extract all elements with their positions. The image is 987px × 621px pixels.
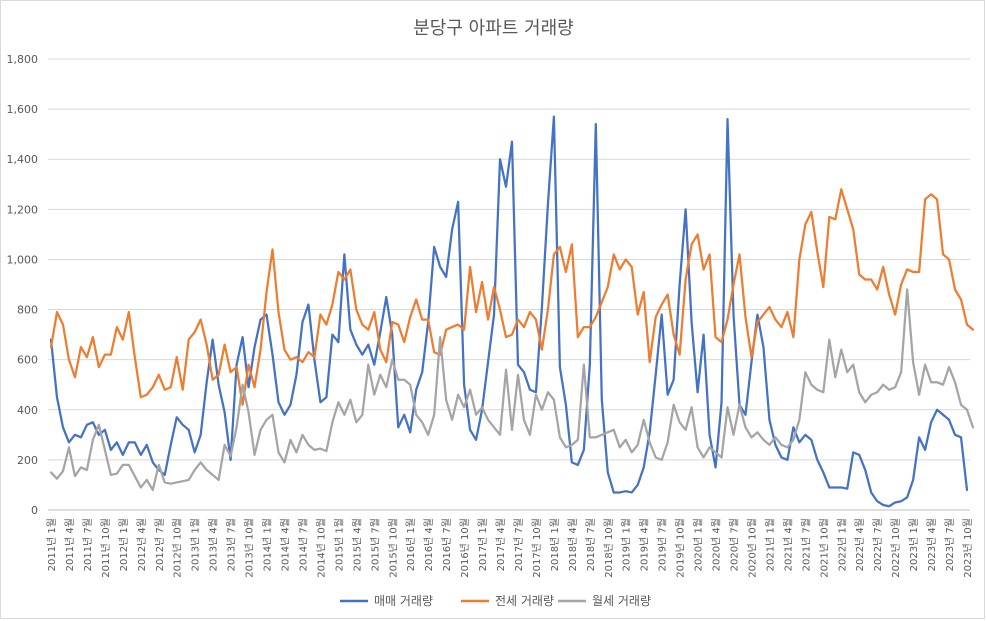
- y-tick-label: 0: [31, 504, 38, 517]
- legend-label: 전세 거래량: [495, 594, 554, 608]
- y-tick-label: 1,400: [7, 153, 39, 166]
- x-tick-label: 2011년 4월: [64, 518, 76, 571]
- series-line-3: [49, 288, 975, 492]
- x-tick-label: 2019년 4월: [639, 518, 651, 571]
- y-tick-label: 1,800: [7, 53, 39, 66]
- y-tick-label: 1,600: [7, 103, 39, 116]
- x-tick-label: 2012년 7월: [154, 518, 166, 571]
- x-tick-label: 2013년 1월: [190, 518, 202, 571]
- x-tick-label: 2013년 4월: [208, 518, 220, 571]
- y-tick-label: 200: [17, 454, 38, 467]
- x-tick-label: 2022년 10월: [890, 518, 902, 578]
- x-tick-label: 2015년 7월: [369, 518, 381, 571]
- x-tick-label: 2017년 7월: [513, 518, 525, 571]
- x-tick-label: 2017년 1월: [477, 518, 489, 571]
- x-tick-label: 2023년 10월: [962, 518, 974, 578]
- x-tick-label: 2023년 1월: [908, 518, 920, 571]
- x-tick-label: 2021년 4월: [782, 518, 794, 571]
- y-tick-label: 1,200: [7, 203, 39, 216]
- x-tick-label: 2019년 10월: [675, 518, 687, 578]
- x-tick-label: 2011년 1월: [46, 518, 58, 571]
- x-tick-label: 2022년 1월: [836, 518, 848, 571]
- x-tick-label: 2014년 7월: [297, 518, 309, 571]
- x-tick-label: 2022년 4월: [854, 518, 866, 571]
- x-tick-label: 2013년 7월: [226, 518, 238, 571]
- x-tick-label: 2016년 7월: [441, 518, 453, 571]
- x-tick-label: 2017년 10월: [531, 518, 543, 578]
- x-tick-label: 2015년 10월: [387, 518, 399, 578]
- x-tick-label: 2018년 1월: [549, 518, 561, 571]
- x-tick-label: 2018년 10월: [603, 518, 615, 578]
- x-tick-label: 2016년 10월: [459, 518, 471, 578]
- y-axis-ticks: 0 200 400 600 800 1,000 1,200 1,400 1,600 1,800: [7, 53, 39, 517]
- x-tick-label: 2021년 7월: [800, 518, 812, 571]
- x-tick-label: 2018년 4월: [567, 518, 579, 571]
- x-tick-label: 2019년 1월: [621, 518, 633, 571]
- legend-label: 월세 거래량: [592, 594, 651, 608]
- x-tick-label: 2020년 4월: [711, 518, 723, 571]
- x-tick-label: 2022년 7월: [872, 518, 884, 571]
- series-line-1: [49, 115, 969, 508]
- x-tick-label: 2020년 1월: [693, 518, 705, 571]
- x-tick-label: 2011년 7월: [82, 518, 94, 571]
- x-axis-ticks: 2011년 1월 2011년 4월 2011년 7월 2011년 10월 2012년 1…: [46, 518, 974, 578]
- x-tick-label: 2015년 4월: [351, 518, 363, 571]
- series-lines: [49, 115, 975, 508]
- y-tick-label: 600: [17, 354, 38, 367]
- legend: 매매 거래량 전세 거래량 월세 거래량: [340, 594, 651, 608]
- x-tick-label: 2014년 4월: [279, 518, 291, 571]
- x-tick-label: 2013년 10월: [244, 518, 256, 578]
- gridlines: [48, 58, 970, 511]
- series-line-2: [49, 188, 975, 406]
- x-tick-label: 2018년 7월: [585, 518, 597, 571]
- y-tick-label: 800: [17, 304, 38, 317]
- x-tick-label: 2020년 7월: [729, 518, 741, 571]
- y-tick-label: 1,000: [7, 253, 39, 266]
- x-tick-label: 2011년 10월: [100, 518, 112, 578]
- x-tick-label: 2019년 7월: [657, 518, 669, 571]
- x-tick-label: 2015년 1월: [333, 518, 345, 571]
- x-tick-label: 2023년 4월: [926, 518, 938, 571]
- legend-label: 매매 거래량: [374, 594, 433, 608]
- x-tick-label: 2016년 1월: [405, 518, 417, 571]
- chart-title: 분당구 아파트 거래량: [413, 18, 574, 39]
- y-tick-label: 400: [17, 404, 38, 417]
- x-tick-label: 2014년 1월: [262, 518, 274, 571]
- x-tick-label: 2021년 1월: [764, 518, 776, 571]
- x-tick-label: 2020년 10월: [746, 518, 758, 578]
- x-tick-label: 2014년 10월: [315, 518, 327, 578]
- x-tick-label: 2012년 10월: [172, 518, 184, 578]
- x-tick-label: 2017년 4월: [495, 518, 507, 571]
- x-tick-label: 2023년 7월: [944, 518, 956, 571]
- x-tick-label: 2012년 4월: [136, 518, 148, 571]
- x-tick-label: 2016년 4월: [423, 518, 435, 571]
- x-tick-label: 2012년 1월: [118, 518, 130, 571]
- x-tick-label: 2021년 10월: [818, 518, 830, 578]
